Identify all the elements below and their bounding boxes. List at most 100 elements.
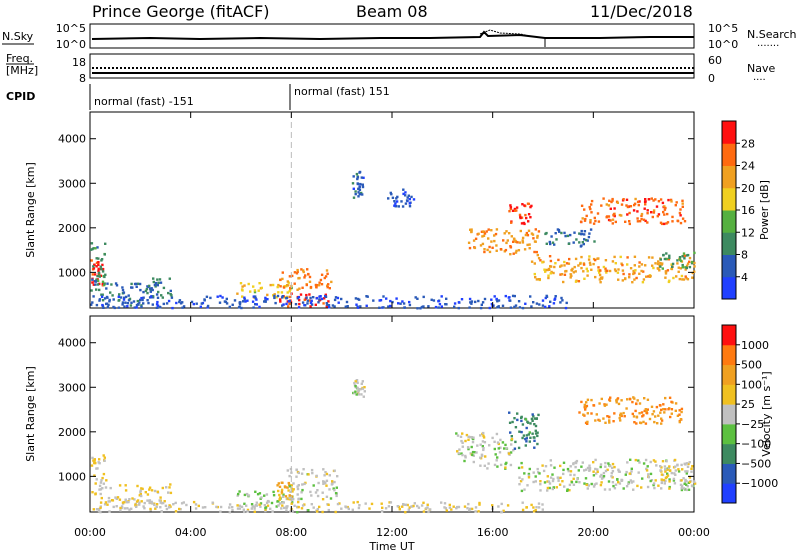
velocity-cell	[634, 409, 637, 413]
power-cell	[391, 196, 395, 199]
velocity-cell	[647, 473, 650, 476]
velocity-cell	[576, 477, 579, 481]
velocity-cell	[280, 488, 284, 491]
power-cell	[92, 247, 95, 250]
velocity-cell	[580, 465, 583, 468]
velocity-cell	[672, 477, 676, 481]
velocity-cell	[467, 502, 470, 506]
velocity-cell	[472, 454, 475, 457]
velocity-cell	[101, 487, 104, 490]
power-cell	[633, 264, 636, 267]
power-cell	[96, 274, 99, 278]
velocity-cell	[510, 435, 513, 438]
velocity-cell	[291, 509, 294, 513]
power-cell	[178, 300, 181, 304]
velocity-cell	[94, 493, 97, 496]
velocity-cell	[297, 484, 300, 487]
velocity-echo-region	[455, 431, 515, 470]
velocity-cell	[493, 447, 496, 451]
velocity-cell	[282, 495, 285, 498]
power-cell	[135, 306, 138, 309]
velocity-cell	[568, 489, 571, 492]
velocity-cell	[115, 497, 118, 500]
velocity-cell	[154, 507, 157, 510]
velocity-cell	[131, 497, 134, 500]
velocity-cell	[684, 470, 687, 473]
velocity-cell	[585, 483, 588, 487]
power-cell	[168, 277, 171, 280]
power-cell	[320, 273, 324, 276]
power-cell	[361, 193, 364, 196]
power-cell	[430, 298, 433, 301]
power-cell	[586, 270, 589, 273]
power-cell	[513, 294, 516, 298]
power-cell	[437, 306, 440, 309]
velocity-cell	[508, 421, 512, 424]
power-cell	[590, 211, 593, 214]
power-cell	[681, 255, 684, 258]
power-cell	[502, 239, 505, 242]
power-cell	[432, 299, 436, 302]
power-cell	[607, 204, 611, 207]
velocity-colorbar-swatch	[722, 423, 736, 445]
power-cell	[629, 205, 633, 208]
power-cell	[361, 183, 364, 186]
power-cell	[159, 306, 162, 309]
velocity-cell	[290, 502, 293, 505]
power-cell	[664, 276, 667, 279]
power-cell	[273, 296, 276, 300]
velocity-cell	[531, 419, 534, 422]
velocity-cell	[536, 434, 539, 438]
velocity-cell	[611, 466, 614, 470]
velocity-cell	[259, 505, 262, 508]
velocity-cell	[472, 437, 475, 441]
velocity-cell	[680, 410, 683, 414]
power-cell	[387, 305, 390, 308]
power-cell	[299, 293, 303, 296]
velocity-cell	[327, 508, 330, 512]
velocity-cell	[664, 408, 667, 411]
power-cell	[678, 277, 681, 281]
velocity-cell	[312, 506, 315, 509]
velocity-cell	[582, 413, 585, 416]
power-cell	[195, 302, 198, 305]
power-cell	[512, 252, 515, 255]
power-cell	[509, 299, 512, 302]
velocity-cell	[596, 468, 599, 471]
power-colorbar-tick-label: 12	[741, 226, 755, 239]
velocity-cell	[660, 473, 664, 476]
power-cell	[660, 222, 664, 226]
velocity-cell	[592, 485, 596, 488]
power-cell	[307, 273, 310, 276]
power-echo-region	[90, 294, 568, 310]
power-cell	[138, 282, 142, 286]
velocity-cell	[534, 480, 537, 483]
power-cell	[598, 278, 602, 281]
power-cell	[683, 254, 686, 258]
power-cell	[360, 191, 363, 195]
velocity-cell	[404, 511, 407, 514]
velocity-cell	[118, 484, 122, 487]
velocity-cell	[572, 477, 575, 480]
power-echo-region	[544, 228, 596, 248]
velocity-cell	[659, 465, 662, 468]
power-cell	[647, 198, 651, 201]
power-cell	[94, 247, 97, 250]
power-cell	[90, 303, 93, 306]
velocity-cell	[329, 497, 333, 500]
velocity-colorbar-tick-label: −500	[741, 457, 771, 470]
power-cell	[324, 295, 328, 298]
power-cell	[563, 231, 566, 235]
velocity-cell	[292, 482, 295, 485]
velocity-cell	[287, 489, 290, 492]
power-cell	[506, 239, 509, 242]
power-colorbar-swatch	[722, 210, 736, 233]
power-cell	[509, 253, 512, 256]
power-cell	[573, 231, 576, 234]
velocity-cell	[286, 469, 289, 472]
power-cell	[97, 261, 100, 264]
velocity-cell	[520, 489, 524, 493]
power-cell	[477, 299, 480, 303]
power-cell	[685, 277, 688, 280]
power-cell	[538, 278, 541, 281]
